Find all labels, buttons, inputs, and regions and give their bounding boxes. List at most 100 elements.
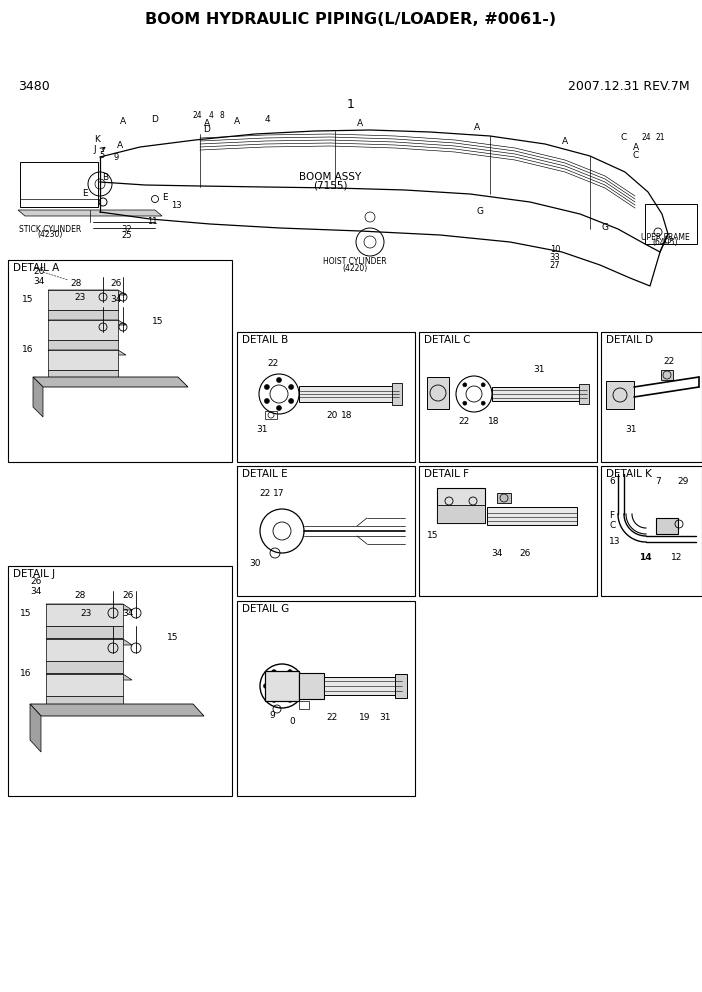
Bar [237,332,415,462]
Text: 26: 26 [30,576,41,585]
Text: 22: 22 [663,357,675,366]
Text: 30: 30 [249,558,260,567]
Text: G: G [602,222,609,231]
Text: 21: 21 [655,133,665,142]
Text: G: G [477,207,484,216]
Circle shape [265,399,270,404]
Polygon shape [48,320,126,325]
Polygon shape [33,377,43,417]
Bar [237,601,415,796]
Text: 22: 22 [458,418,470,427]
Circle shape [463,401,467,405]
Bar [656,518,678,534]
Text: 28: 28 [74,591,86,600]
Text: 22: 22 [259,488,271,498]
Bar [299,673,324,699]
Circle shape [277,406,282,411]
Bar [237,466,415,596]
Text: E: E [162,192,168,201]
Text: DETAIL F: DETAIL F [424,469,469,479]
Bar [427,377,449,409]
Text: 13: 13 [171,200,181,209]
Text: BOOM ASSY: BOOM ASSY [299,172,361,182]
Text: 7: 7 [655,476,661,485]
Bar [46,626,123,638]
Text: 15: 15 [22,296,34,305]
Text: 5: 5 [100,152,105,161]
Text: 0: 0 [289,716,295,725]
Bar [419,466,597,596]
Text: 3480: 3480 [18,80,50,93]
Text: 9: 9 [114,154,119,163]
Bar [48,350,118,370]
Text: 11: 11 [147,216,157,225]
Text: 25: 25 [121,230,132,239]
Circle shape [288,670,293,675]
Text: 26: 26 [33,268,44,277]
Text: 34: 34 [110,295,121,304]
Text: A: A [633,144,639,153]
Polygon shape [46,639,132,645]
Text: B: B [102,173,108,182]
Polygon shape [46,674,132,680]
Text: 29: 29 [677,476,689,485]
Polygon shape [30,704,204,716]
Bar [8,260,232,462]
Circle shape [296,683,300,688]
Text: A: A [474,122,480,132]
Text: DETAIL B: DETAIL B [242,335,289,345]
Text: 34: 34 [30,586,41,595]
Bar [579,384,589,404]
Bar [48,320,118,340]
Text: 24: 24 [192,111,201,120]
Bar [46,661,123,673]
Text: 16: 16 [20,670,32,679]
Text: 2007.12.31 REV.7M: 2007.12.31 REV.7M [569,80,690,93]
Polygon shape [18,210,162,216]
Text: 18: 18 [489,418,500,427]
Bar [419,332,597,462]
Text: 24: 24 [641,133,651,142]
Text: 34: 34 [491,550,503,558]
Text: 4: 4 [208,111,213,120]
Bar [601,466,702,596]
Bar [392,383,402,405]
Circle shape [463,383,467,387]
Polygon shape [48,350,126,355]
Bar [395,674,407,698]
Text: D: D [152,114,159,123]
Text: 13: 13 [609,538,621,547]
Text: 12: 12 [671,554,682,562]
Bar [46,674,123,696]
Text: A: A [117,142,123,151]
Bar [299,386,399,402]
Bar [437,488,485,523]
Text: 17: 17 [273,488,285,498]
Text: 15: 15 [152,317,164,326]
Text: 26: 26 [519,550,531,558]
Polygon shape [46,604,132,610]
Bar [48,290,118,310]
Bar [48,310,118,320]
Bar [487,507,577,525]
Text: A: A [204,118,210,128]
Text: C: C [633,151,639,160]
Text: 4: 4 [264,114,270,123]
Text: DETAIL J: DETAIL J [13,569,55,579]
Bar [265,671,299,701]
Text: J: J [93,145,96,154]
Text: (4220): (4220) [343,264,368,273]
Text: 23: 23 [74,293,86,302]
Circle shape [481,383,485,387]
Text: 15: 15 [20,609,32,618]
Bar [265,671,299,701]
Text: BOOM HYDRAULIC PIPING(L/LOADER, #0061-): BOOM HYDRAULIC PIPING(L/LOADER, #0061-) [145,13,557,28]
Bar [46,696,123,708]
Text: 31: 31 [256,425,267,434]
Bar [492,387,587,401]
Text: 1: 1 [347,97,355,110]
Text: 14: 14 [639,554,651,562]
Text: HOIST CYLINDER: HOIST CYLINDER [323,258,387,267]
Text: UPER FRAME: UPER FRAME [641,232,689,241]
Text: 34: 34 [122,609,133,618]
